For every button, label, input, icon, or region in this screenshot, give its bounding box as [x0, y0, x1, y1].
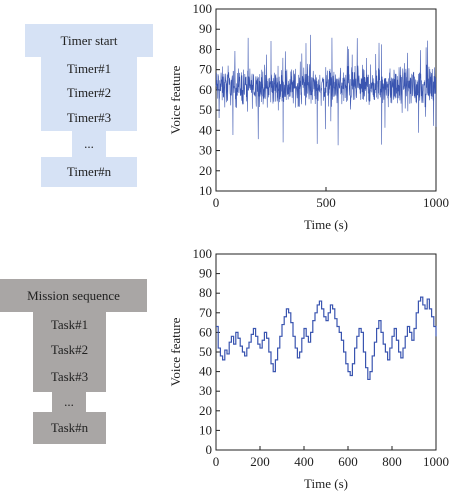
top-ytick-label: 40 [199, 122, 212, 137]
bottom-xtick-label: 1000 [423, 454, 449, 469]
top-x-axis-label: Time (s) [304, 217, 348, 232]
top-plot-frame [215, 8, 437, 192]
bottom-ytick-label: 70 [199, 305, 212, 320]
task-ellipsis-block: ... [52, 392, 86, 412]
task-3-block: Task#3 [33, 362, 106, 392]
bottom-xtick-label: 600 [338, 454, 358, 469]
bottom-xtick-label: 200 [250, 454, 270, 469]
timer-start-block: Timer start [25, 24, 153, 57]
top-ytick-label: 70 [199, 62, 212, 77]
top-ytick-label: 90 [199, 21, 212, 36]
top-series-line [215, 34, 437, 146]
bottom-ytick-label: 50 [199, 344, 212, 359]
top-ytick-label: 30 [199, 143, 212, 158]
bottom-series-line [216, 296, 437, 381]
bottom-ytick-label: 90 [199, 266, 212, 281]
bottom-y-axis-label: Voice feature [168, 317, 183, 386]
bottom-xtick-label: 400 [294, 454, 314, 469]
top-ytick-label: 10 [199, 183, 212, 198]
bottom-ytick-label: 40 [199, 364, 212, 379]
top-ytick-label: 100 [193, 1, 213, 16]
timer-3-block: Timer#3 [41, 105, 137, 131]
bottom-xtick-label: 0 [213, 454, 220, 469]
bottom-xtick-label: 800 [382, 454, 402, 469]
timer-2-block: Timer#2 [41, 81, 137, 105]
task-2-block: Task#2 [33, 337, 106, 362]
bottom-ytick-label: 100 [193, 246, 213, 261]
top-ytick-label: 60 [199, 82, 212, 97]
top-ytick-label: 50 [199, 102, 212, 117]
timer-ellipsis-block: ... [72, 131, 106, 157]
top-xtick-label: 500 [316, 195, 336, 210]
top-y-axis-label: Voice feature [168, 65, 183, 134]
task-1-block: Task#1 [33, 312, 106, 337]
bottom-ytick-label: 20 [199, 403, 212, 418]
bottom-x-axis-label: Time (s) [304, 476, 348, 491]
top-xtick-label: 1000 [423, 195, 449, 210]
timer-1-block: Timer#1 [41, 57, 137, 81]
bottom-ytick-label: 0 [206, 442, 213, 457]
bottom-ytick-label: 80 [199, 285, 212, 300]
bottom-ytick-label: 30 [199, 383, 212, 398]
bottom-ytick-label: 60 [199, 324, 212, 339]
top-ytick-label: 80 [199, 41, 212, 56]
top-ytick-label: 20 [199, 163, 212, 178]
timer-n-block: Timer#n [41, 157, 137, 187]
top-xtick-label: 0 [213, 195, 220, 210]
mission-sequence-block: Mission sequence [0, 279, 147, 312]
task-n-block: Task#n [33, 412, 106, 444]
bottom-ytick-label: 10 [199, 422, 212, 437]
